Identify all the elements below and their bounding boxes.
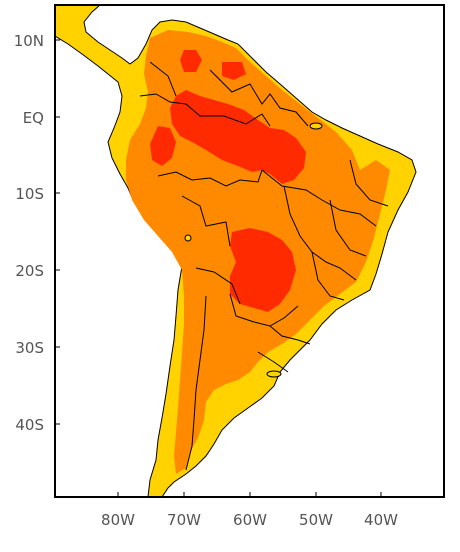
lat-axis [55,39,60,425]
region-level-high-west [150,126,176,166]
island-marker [266,370,282,378]
lon-label-60w: 60W [233,511,267,529]
region-level-high-north2 [222,62,246,80]
lon-label-70w: 70W [167,511,201,529]
lon-label-40w: 40W [364,511,398,529]
lat-label-10s: 10S [15,185,44,203]
lat-label-eq: EQ [23,109,44,127]
region-level-high-amazon [170,90,306,184]
lon-label-50w: 50W [299,511,333,529]
lat-label-40s: 40S [15,416,44,434]
lat-label-30s: 30S [15,339,44,357]
lat-label-20s: 20S [15,262,44,280]
island-marker [184,234,192,242]
country-borders [139,61,389,471]
lat-label-10n: 10N [14,32,44,50]
region-level-high-north1 [180,50,202,72]
island-marker [309,122,323,130]
lon-label-80w: 80W [101,511,135,529]
lon-axis [117,492,382,497]
region-level-high-central [230,228,296,312]
